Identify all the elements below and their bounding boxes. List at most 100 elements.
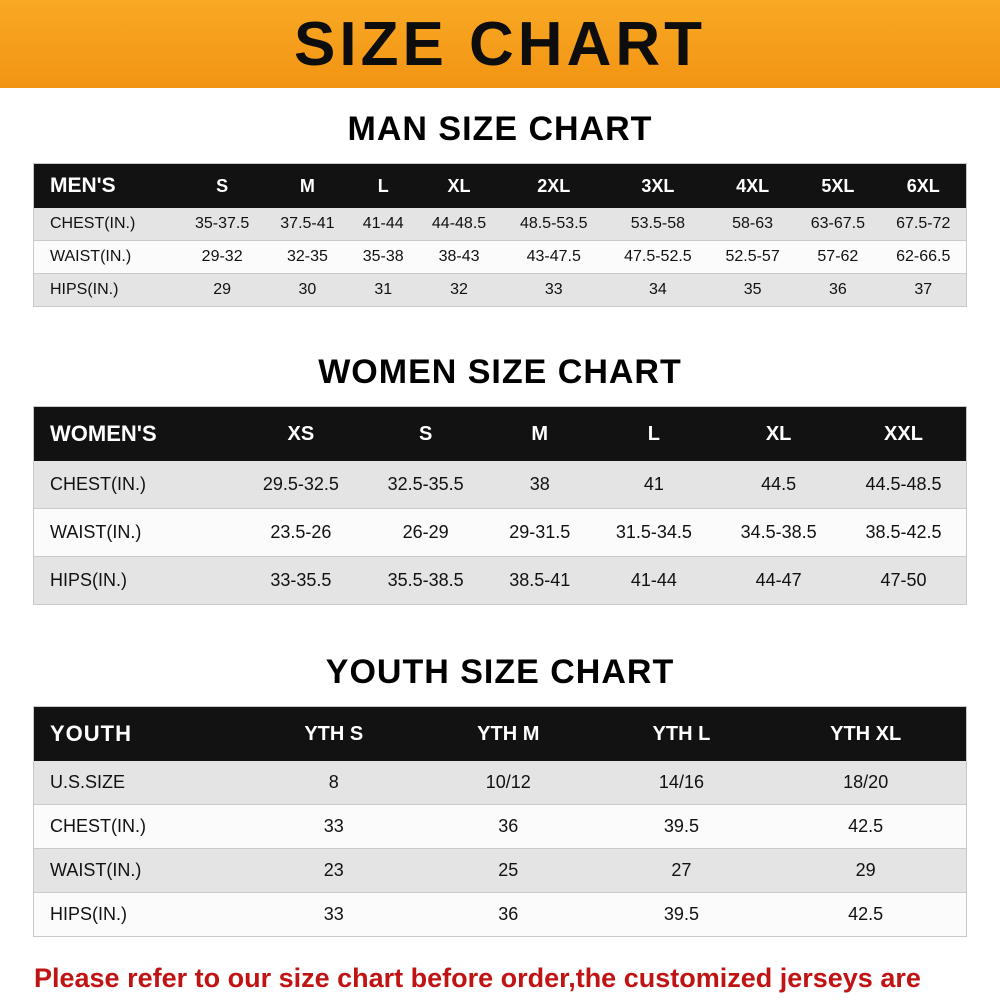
size-value-cell: 35 <box>743 281 762 298</box>
page-title: SIZE CHART <box>294 9 706 79</box>
size-value-cell: 25 <box>498 860 519 880</box>
women-section-heading: WOMEN SIZE CHART <box>318 353 682 391</box>
size-value-cell: 57-62 <box>817 248 859 265</box>
size-column-header: L <box>350 163 417 208</box>
size-value-cell: 44-48.5 <box>431 215 487 232</box>
row-label: WAIST(IN.) <box>50 522 142 542</box>
size-column-header: 6XL <box>880 163 967 208</box>
size-column-header: S <box>179 163 265 208</box>
youth-section-heading: YOUTH SIZE CHART <box>325 653 675 691</box>
size-value-cell: 10/12 <box>485 772 531 792</box>
size-value-cell: 44.5 <box>761 474 797 494</box>
size-value-cell: 36 <box>498 904 519 924</box>
size-column-header: XXL <box>841 406 967 461</box>
size-value-cell: 42.5 <box>848 816 884 836</box>
size-value-cell: 29-32 <box>201 248 243 265</box>
size-chart-banner: SIZE CHART <box>0 0 1000 88</box>
table-row: WAIST(IN.) 29-32 32-35 35-38 38-43 43-47.5 47.… <box>33 240 967 274</box>
table-header-row: WOMEN'S XS S M L XL XXL <box>33 406 967 461</box>
table-row: CHEST(IN.) 35-37.5 37.5-41 41-44 44-48.5 48.5… <box>33 208 967 241</box>
table-row: U.S.SIZE 8 10/12 14/16 18/20 <box>33 761 967 805</box>
size-value-cell: 37 <box>914 281 933 298</box>
size-value-cell: 63-67.5 <box>810 215 865 232</box>
size-value-cell: 32.5-35.5 <box>387 474 464 494</box>
size-value-cell: 23 <box>323 860 344 880</box>
women-size-section: WOMEN SIZE CHART WOMEN'S XS S M L XL XXL CHEST(… <box>0 353 1000 605</box>
row-label: WAIST(IN.) <box>50 248 132 265</box>
size-column-header: 5XL <box>795 163 881 208</box>
size-value-cell: 29-31.5 <box>509 522 571 542</box>
row-label: HIPS(IN.) <box>50 281 119 298</box>
table-corner-label: WOMEN'S <box>33 406 239 461</box>
table-row: CHEST(IN.) 33 36 39.5 42.5 <box>33 804 967 849</box>
row-label: WAIST(IN.) <box>50 860 142 880</box>
row-label: HIPS(IN.) <box>50 570 128 590</box>
size-value-cell: 47.5-52.5 <box>624 248 692 265</box>
size-column-header: YTH M <box>419 706 598 761</box>
size-value-cell: 52.5-57 <box>725 248 780 265</box>
size-value-cell: 35-38 <box>362 248 404 265</box>
row-label: CHEST(IN.) <box>50 215 136 232</box>
table-corner-label: YOUTH <box>33 706 249 761</box>
row-label: HIPS(IN.) <box>50 904 128 924</box>
size-value-cell: 34 <box>648 281 667 298</box>
men-section-heading: MAN SIZE CHART <box>347 110 653 148</box>
size-value-cell: 39.5 <box>663 816 699 836</box>
table-row: HIPS(IN.) 29 30 31 32 33 34 35 36 37 <box>33 273 967 307</box>
size-value-cell: 53.5-58 <box>630 215 686 232</box>
size-value-cell: 41-44 <box>630 570 677 590</box>
row-label: U.S.SIZE <box>50 772 126 792</box>
size-value-cell: 35.5-38.5 <box>387 570 464 590</box>
size-value-cell: 33 <box>544 281 563 298</box>
size-value-cell: 44.5-48.5 <box>865 474 942 494</box>
table-row: HIPS(IN.) 33-35.5 35.5-38.5 38.5-41 41-44 44-… <box>33 556 967 605</box>
size-value-cell: 36 <box>828 281 847 298</box>
size-value-cell: 23.5-26 <box>270 522 332 542</box>
size-value-cell: 47-50 <box>880 570 927 590</box>
size-column-header: YTH L <box>597 706 766 761</box>
size-value-cell: 14/16 <box>658 772 704 792</box>
youth-size-table: YOUTH YTH S YTH M YTH L YTH XL U.S.SIZE 8 10/12… <box>33 706 967 937</box>
size-value-cell: 36 <box>498 816 519 836</box>
size-value-cell: 41 <box>643 474 664 494</box>
size-column-header: XL <box>716 406 841 461</box>
size-value-cell: 38.5-42.5 <box>865 522 942 542</box>
table-row: CHEST(IN.) 29.5-32.5 32.5-35.5 38 41 44.5 44.5… <box>33 461 967 509</box>
size-value-cell: 33 <box>323 904 344 924</box>
table-header-row: MEN'S S M L XL 2XL 3XL 4XL 5XL 6XL <box>33 163 967 208</box>
size-column-header: 4XL <box>709 163 796 208</box>
table-row: HIPS(IN.) 33 36 39.5 42.5 <box>33 892 967 937</box>
size-value-cell: 32 <box>450 281 468 298</box>
size-value-cell: 33-35.5 <box>270 570 332 590</box>
size-value-cell: 38-43 <box>438 248 480 265</box>
size-value-cell: 32-35 <box>286 248 328 265</box>
size-value-cell: 18/20 <box>843 772 889 792</box>
size-value-cell: 29.5-32.5 <box>262 474 339 494</box>
men-size-table: MEN'S S M L XL 2XL 3XL 4XL 5XL 6XL CHEST(IN.) 35-37… <box>33 163 967 307</box>
size-value-cell: 41-44 <box>362 215 404 232</box>
size-value-cell: 62-66.5 <box>896 248 951 265</box>
youth-size-section: YOUTH SIZE CHART YOUTH YTH S YTH M YTH L YTH… <box>0 653 1000 937</box>
size-value-cell: 31.5-34.5 <box>615 522 692 542</box>
size-column-header: YTH XL <box>765 706 967 761</box>
size-value-cell: 30 <box>298 281 317 298</box>
size-column-header: 3XL <box>605 163 710 208</box>
table-row: WAIST(IN.) 23 25 27 29 <box>33 848 967 893</box>
size-column-header: M <box>264 163 351 208</box>
table-row: WAIST(IN.) 23.5-26 26-29 29-31.5 31.5-34.5 34… <box>33 508 967 557</box>
size-column-header: 2XL <box>501 163 606 208</box>
footer-disclaimer: Please refer to our size chart before or… <box>34 959 980 1000</box>
size-value-cell: 48.5-53.5 <box>519 215 588 232</box>
size-value-cell: 42.5 <box>848 904 884 924</box>
size-value-cell: 35-37.5 <box>195 215 250 232</box>
women-size-table: WOMEN'S XS S M L XL XXL CHEST(IN.) 29.5-32.5 32.5… <box>33 406 967 605</box>
size-value-cell: 39.5 <box>663 904 699 924</box>
size-column-header: L <box>591 406 717 461</box>
table-header-row: YOUTH YTH S YTH M YTH L YTH XL <box>33 706 967 761</box>
size-value-cell: 67.5-72 <box>896 215 951 232</box>
size-value-cell: 44-47 <box>755 570 802 590</box>
size-column-header: YTH S <box>248 706 420 761</box>
size-value-cell: 34.5-38.5 <box>740 522 817 542</box>
size-value-cell: 8 <box>328 772 339 792</box>
size-value-cell: 31 <box>374 281 393 298</box>
